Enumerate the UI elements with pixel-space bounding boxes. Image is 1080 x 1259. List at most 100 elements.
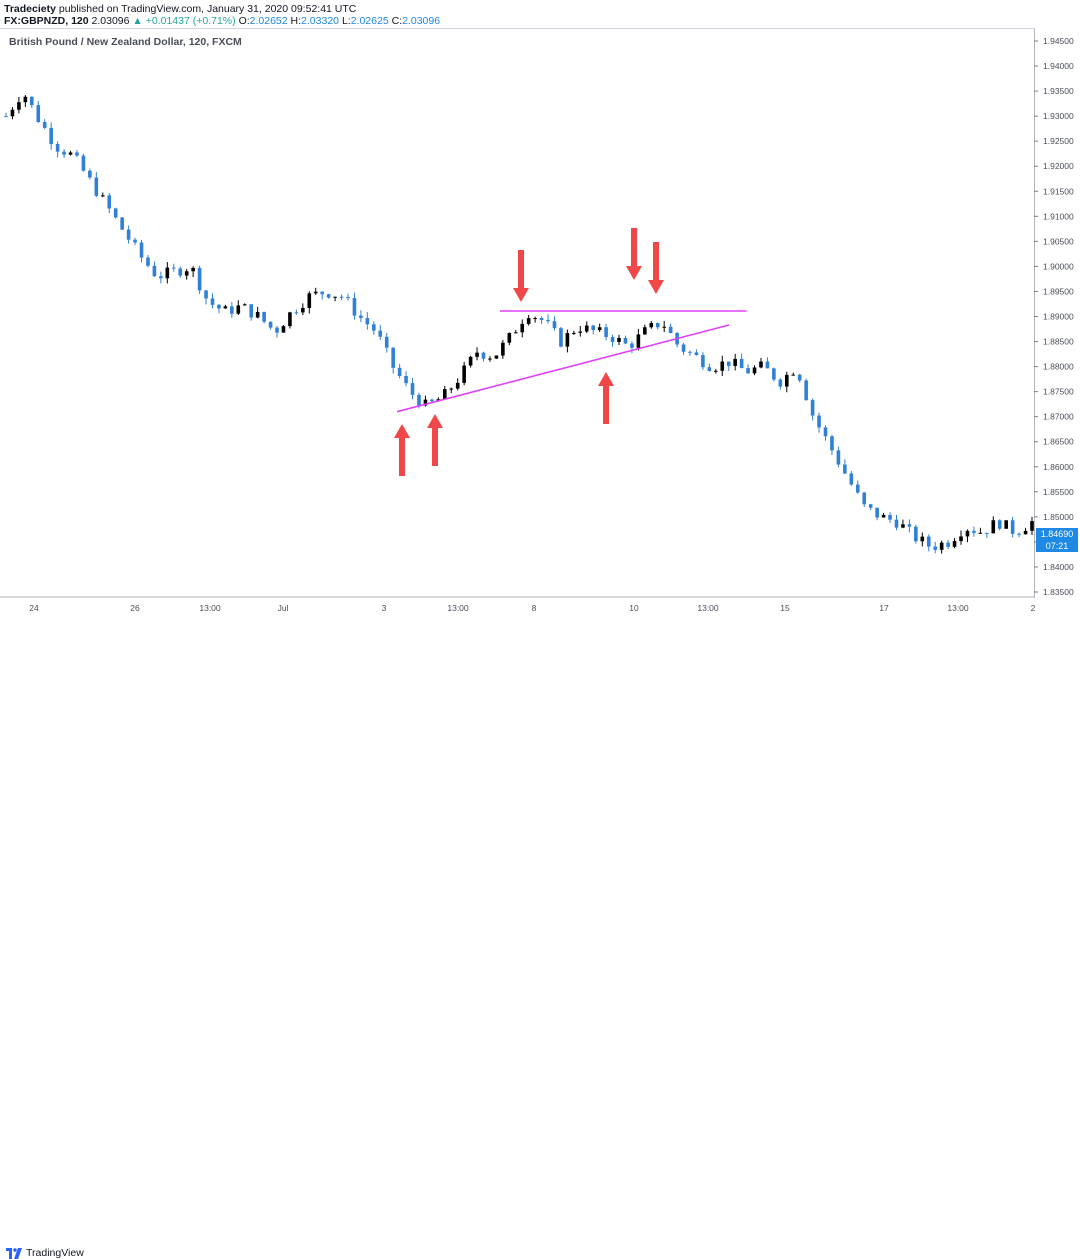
candle-up [313, 291, 318, 294]
candle-down [623, 337, 628, 344]
last-price: 2.03096 [91, 15, 130, 27]
y-tick-label: 1.84000 [1043, 562, 1074, 572]
candle-down [397, 367, 402, 376]
arrow-down-2-shaft [631, 228, 637, 266]
x-tick-label: 15 [780, 603, 790, 613]
candle-down [294, 312, 299, 314]
candle-up [791, 374, 796, 376]
candle-down [694, 352, 699, 356]
candle-down [946, 542, 950, 547]
candle-down [365, 318, 370, 325]
candle-up [643, 327, 647, 335]
candle-down [797, 374, 802, 381]
candle-down [907, 524, 912, 527]
tradingview-brand[interactable]: TradingView [26, 1247, 84, 1259]
candle-down [326, 294, 331, 298]
candle-down [217, 304, 221, 309]
y-tick-label: 1.92500 [1043, 136, 1074, 146]
candle-down [410, 383, 415, 395]
x-tick-label: 24 [29, 603, 39, 613]
candle-up [10, 109, 15, 117]
close-label: C: [391, 15, 403, 27]
candle-down [823, 427, 828, 437]
tradingview-logo-icon[interactable] [6, 1248, 22, 1259]
arrow-up-2-head [427, 414, 443, 428]
candle-down [159, 276, 163, 279]
publish-info: published on TradingView.com, January 31… [58, 3, 357, 15]
candle-down [378, 330, 383, 337]
candle-up [507, 333, 512, 343]
candle-down [249, 304, 254, 318]
x-tick-label: 13:00 [199, 603, 221, 613]
candle-down [997, 520, 1002, 529]
candle-up [752, 367, 757, 374]
chart-pane[interactable] [0, 28, 1035, 598]
candle-up [617, 337, 621, 342]
candle-up [959, 536, 963, 542]
candle-down [94, 177, 99, 196]
candle-down [359, 315, 363, 319]
candle-up [881, 514, 886, 518]
candle-up [165, 267, 170, 279]
candle-down [868, 504, 873, 508]
candle-down [204, 290, 208, 299]
candle-down [604, 327, 608, 337]
candle-down [843, 464, 847, 474]
candle-down [55, 143, 60, 152]
chart-canvas[interactable]: 1.94500 1.94000 1.93500 1.93000 1.92500 1.920… [0, 0, 1080, 643]
candle-up [1030, 521, 1034, 531]
candle-up [662, 326, 666, 328]
candle-up [242, 304, 247, 306]
candle-down [152, 265, 157, 277]
candle-up [597, 327, 602, 331]
candle-up [901, 524, 905, 528]
candle-down [875, 507, 879, 518]
candle-up [513, 332, 518, 334]
x-tick-label: Jul [278, 603, 289, 613]
candle-down [268, 321, 273, 328]
candle-up [184, 271, 189, 276]
author-name[interactable]: Tradeciety [4, 3, 56, 15]
y-tick-label: 1.93000 [1043, 111, 1074, 121]
y-tick-label: 1.91000 [1043, 211, 1074, 221]
y-tick-label: 1.89500 [1043, 286, 1074, 296]
candle-down [42, 122, 47, 128]
candle-down [630, 343, 634, 348]
candle-down [688, 351, 692, 353]
y-tick-label: 1.89000 [1043, 312, 1074, 322]
x-tick-label: 13:00 [697, 603, 719, 613]
candle-down [610, 336, 615, 342]
candle-up [526, 318, 531, 324]
candle-up [475, 352, 479, 357]
y-tick-label: 1.88500 [1043, 337, 1074, 347]
candle-down [120, 217, 124, 230]
arrow-up-1-head [394, 424, 410, 438]
x-tick-label: 10 [629, 603, 639, 613]
candle-down [855, 484, 860, 493]
candle-up [442, 389, 447, 400]
x-tick-label: 3 [382, 603, 387, 613]
candle-up [288, 312, 292, 327]
candle-down [417, 394, 421, 406]
candle-up [1023, 530, 1028, 535]
candle-up [488, 358, 492, 360]
low-value: 2.02625 [350, 15, 389, 27]
candle-down [726, 361, 731, 366]
arrow-up-3-head [598, 372, 614, 386]
candle-down [926, 536, 931, 547]
candle-up [281, 326, 286, 333]
ohlc-line: FX:GBPNZD, 120 2.03096 ▲ +0.01437 (+0.71… [4, 15, 440, 27]
y-tick-label: 1.87000 [1043, 412, 1074, 422]
candle-up [236, 305, 241, 314]
x-tick-label: 13:00 [447, 603, 469, 613]
candle-up [965, 530, 970, 537]
high-label: H: [290, 15, 302, 27]
symbol-label[interactable]: FX:GBPNZD, 120 [4, 15, 89, 27]
candle-down [707, 367, 712, 371]
candle-down [772, 368, 776, 380]
y-tick-label: 1.93500 [1043, 86, 1074, 96]
candle-up [578, 331, 583, 333]
candle-down [655, 323, 660, 328]
candle-down [804, 380, 808, 401]
candle-up [462, 365, 466, 383]
